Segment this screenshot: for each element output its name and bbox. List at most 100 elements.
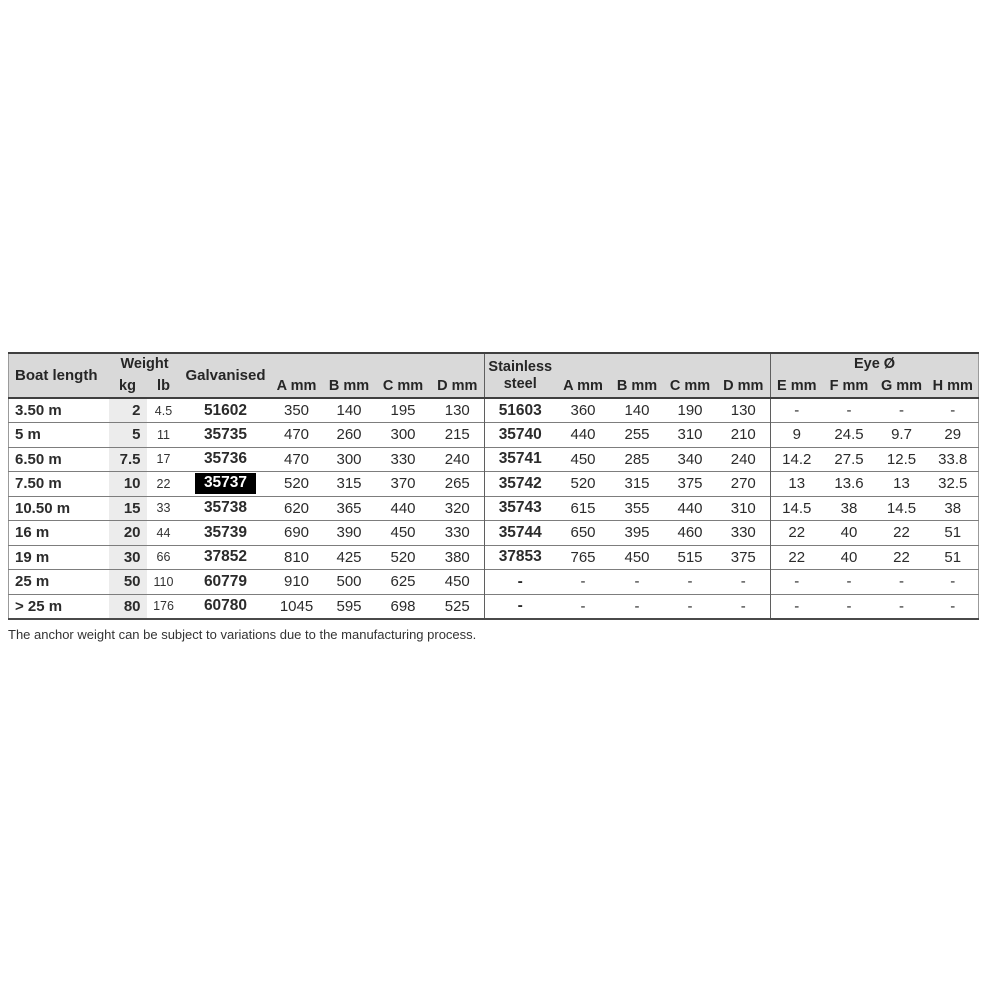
cell-eye-e-mm: 9 [770,422,823,447]
cell-galv-a-mm: 470 [270,446,323,472]
table-row: 5 m 5 11 35735 470 260 300 215 35740 440 255 310 210… [8,422,979,447]
cell-eye-e-mm: - [770,397,823,423]
table-row: 25 m 50 110 60779 910 500 625 450- - - - - - - - - [8,569,979,594]
cell-eye-e-mm: 13 [770,471,823,496]
col-header-galvanised: Galvanised [180,353,271,398]
col-header-h-mm: H mm [927,374,979,398]
cell-ss-a-mm: 450 [555,446,611,472]
cell-eye-h-mm: 51 [927,544,979,570]
cell-galv-a-mm: 350 [270,397,323,423]
cell-eye-f-mm: 27.5 [822,446,876,472]
cell-weight-kg: 5 [108,422,147,447]
cell-ss-c-mm: 190 [663,397,717,423]
cell-eye-f-mm: 38 [822,495,876,521]
col-header-boat-length: Boat length [8,353,109,398]
cell-weight-lb: 33 [146,495,181,521]
cell-galv-c-mm: 450 [375,520,431,545]
cell-eye-f-mm: - [822,569,876,594]
cell-eye-h-mm: - [927,593,979,619]
cell-galv-d-mm: 330 [430,520,485,545]
cell-galv-d-mm: 265 [430,471,485,496]
col-header-e-mm: E mm [770,374,823,398]
cell-galv-a-mm: 910 [270,569,323,594]
col-header-ss-a-mm: A mm [555,353,611,398]
cell-stainless-code: 35741 [484,446,556,472]
cell-galv-a-mm: 470 [270,422,323,447]
cell-ss-d-mm: 130 [716,397,771,423]
cell-eye-e-mm: 22 [770,520,823,545]
cell-boat-length: > 25 m [8,593,109,619]
cell-ss-c-mm: 310 [663,422,717,447]
cell-galv-d-mm: 380 [430,544,485,570]
cell-eye-f-mm: - [822,593,876,619]
cell-ss-a-mm: 765 [555,544,611,570]
cell-eye-g-mm: 13 [875,471,928,496]
col-header-kg: kg [108,374,147,398]
cell-weight-kg: 80 [108,593,147,619]
table-row: 16 m 20 44 35739 690 390 450 330 35744 650 395 460 3… [8,520,979,545]
cell-ss-a-mm: - [555,593,611,619]
cell-ss-d-mm: 210 [716,422,771,447]
cell-stainless-code: 35743 [484,495,556,521]
table-row: 3.50 m 2 4.5 51602 350 140 195 130 51603 360 140 19… [8,397,979,423]
cell-galv-c-mm: 195 [375,397,431,423]
cell-galvanised-code: 35735 [180,422,271,447]
cell-eye-e-mm: - [770,569,823,594]
cell-boat-length: 5 m [8,422,109,447]
cell-galv-c-mm: 330 [375,446,431,472]
cell-weight-lb: 176 [146,593,181,619]
col-header-galv-b-mm: B mm [322,353,376,398]
cell-galv-a-mm: 620 [270,495,323,521]
cell-boat-length: 25 m [8,569,109,594]
cell-weight-kg: 2 [108,397,147,423]
cell-ss-a-mm: 360 [555,397,611,423]
cell-galvanised-code: 35737 [180,471,271,496]
table-row: 19 m 30 66 37852 810 425 520 380 37853 765 450 515 3… [8,544,979,570]
cell-weight-kg: 50 [108,569,147,594]
cell-eye-g-mm: - [875,397,928,423]
cell-eye-h-mm: 51 [927,520,979,545]
cell-ss-b-mm: 255 [610,422,664,447]
cell-ss-b-mm: 395 [610,520,664,545]
cell-ss-b-mm: - [610,569,664,594]
cell-stainless-code: - [484,569,556,594]
cell-galv-c-mm: 440 [375,495,431,521]
cell-galv-b-mm: 500 [322,569,376,594]
col-header-ss-c-mm: C mm [663,353,717,398]
cell-ss-c-mm: 440 [663,495,717,521]
cell-galvanised-code: 35739 [180,520,271,545]
cell-boat-length: 16 m [8,520,109,545]
cell-eye-e-mm: 14.2 [770,446,823,472]
header-row-1: Boat length Weight Galvanised A mm B mm … [8,353,979,398]
cell-eye-f-mm: 13.6 [822,471,876,496]
cell-eye-h-mm: 32.5 [927,471,979,496]
table-row: > 25 m 80 176 60780 1045 595 698 525- - - - - - - - - [8,593,979,619]
cell-ss-b-mm: 285 [610,446,664,472]
cell-ss-a-mm: 520 [555,471,611,496]
cell-ss-a-mm: - [555,569,611,594]
cell-boat-length: 3.50 m [8,397,109,423]
cell-eye-e-mm: 14.5 [770,495,823,521]
cell-galv-c-mm: 370 [375,471,431,496]
cell-galv-d-mm: 215 [430,422,485,447]
cell-stainless-code: 37853 [484,544,556,570]
cell-boat-length: 10.50 m [8,495,109,521]
cell-galvanised-code: 51602 [180,397,271,423]
cell-boat-length: 7.50 m [8,471,109,496]
cell-weight-lb: 17 [146,446,181,472]
cell-eye-g-mm: 12.5 [875,446,928,472]
cell-galvanised-code: 35738 [180,495,271,521]
cell-ss-d-mm: 240 [716,446,771,472]
cell-eye-f-mm: - [822,397,876,423]
cell-eye-g-mm: 14.5 [875,495,928,521]
cell-ss-d-mm: - [716,593,771,619]
cell-galv-b-mm: 390 [322,520,376,545]
cell-galvanised-code: 35736 [180,446,271,472]
anchor-spec-table: Boat length Weight Galvanised A mm B mm … [8,352,980,620]
cell-ss-b-mm: 355 [610,495,664,521]
cell-weight-lb: 44 [146,520,181,545]
cell-galv-a-mm: 810 [270,544,323,570]
cell-eye-h-mm: 38 [927,495,979,521]
cell-ss-d-mm: 330 [716,520,771,545]
cell-ss-d-mm: 270 [716,471,771,496]
